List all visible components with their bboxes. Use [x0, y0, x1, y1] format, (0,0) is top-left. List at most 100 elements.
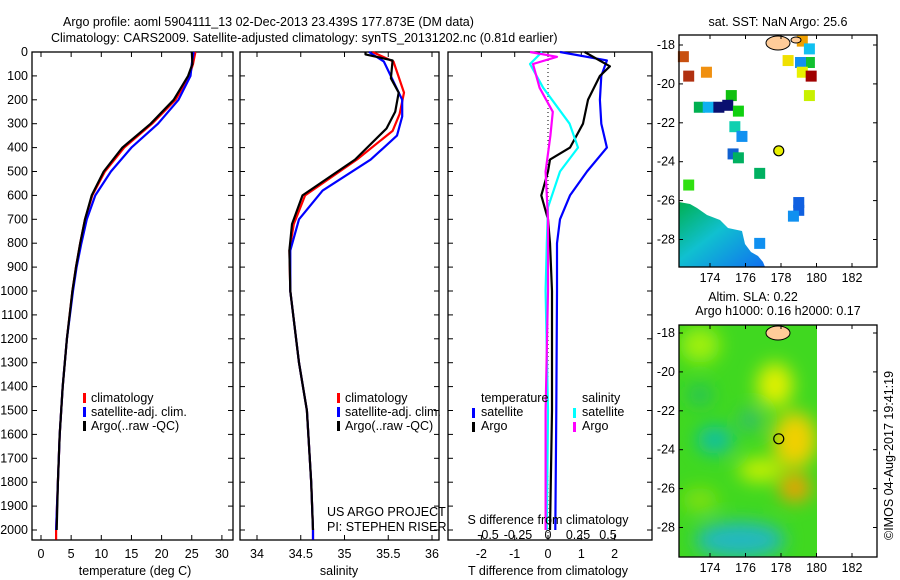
sst-map-frame	[678, 34, 878, 268]
depth-tick-label: 200	[7, 93, 28, 107]
legend-climatology: climatology	[345, 391, 408, 405]
x-tick-label: 34.5	[289, 547, 313, 561]
lon-tick-label: 182	[842, 561, 863, 575]
x-tick-label: 0	[545, 547, 552, 561]
x-tick-label: 35.5	[376, 547, 400, 561]
lat-tick-label: -26	[657, 194, 675, 208]
series-line-climatology	[54, 51, 197, 540]
depth-tick-label: 1800	[0, 475, 28, 489]
sst-cell	[693, 101, 705, 113]
s-tick-label: 0.25	[566, 528, 590, 542]
salinity-plot-frame	[239, 51, 440, 541]
s-tick-label: 0	[545, 528, 552, 542]
legend-temperature-title: temperature	[481, 391, 548, 405]
sst-cell	[754, 237, 766, 249]
depth-tick-label: 300	[7, 117, 28, 131]
x-tick-label: 15	[124, 547, 138, 561]
legend-swatch-argo	[337, 421, 340, 431]
series-line-temperature-satellite	[554, 50, 609, 531]
sst-cell	[700, 66, 712, 78]
legend-t-argo: Argo	[481, 419, 507, 433]
legend-t-satellite: satellite	[481, 405, 523, 419]
legend-swatch-s-argo	[573, 422, 576, 432]
sla-map-title: Altim. SLA: 0.22	[708, 290, 798, 304]
depth-tick-label: 900	[7, 260, 28, 274]
legend-swatch-t-satellite	[472, 408, 475, 418]
lat-tick-label: -26	[657, 482, 675, 496]
sst-cell	[787, 210, 799, 222]
depth-tick-label: 400	[7, 141, 28, 155]
temperature-profile-panel: 0 5 10 15 20 25 300100200300400500600700800900…	[0, 45, 234, 578]
sst-cell	[729, 121, 741, 133]
depth-tick-label: 1900	[0, 499, 28, 513]
depth-tick-label: 1300	[0, 356, 28, 370]
sst-cell	[702, 101, 714, 113]
sst-cell	[683, 70, 695, 82]
x-tick-label: 36	[425, 547, 439, 561]
sst-cell	[683, 179, 695, 191]
depth-tick-label: 800	[7, 236, 28, 250]
sst-cell	[796, 35, 808, 47]
salinity-profile-panel: 34 34.5 35 35.5 36 salinity US ARGO PROJECT …	[239, 50, 446, 578]
fiji-island	[765, 35, 791, 51]
series-line-salinity-satellite	[528, 51, 580, 531]
x-tick-label: 34	[250, 547, 264, 561]
sst-cell	[677, 51, 689, 63]
legend-swatch-s-satellite	[573, 408, 576, 418]
sst-cell	[722, 99, 734, 111]
difference-legend: temperature salinity satellite Argo sate…	[472, 391, 624, 433]
sst-cell	[782, 55, 794, 67]
lon-tick-label: 178	[771, 561, 792, 575]
sst-cell	[793, 197, 805, 209]
t-difference-axis-label: T difference from climatology	[468, 564, 629, 578]
sla-field	[679, 325, 877, 557]
series-line-salinity-argo	[529, 50, 559, 530]
sla-map-frame	[678, 324, 878, 558]
lon-tick-label: 178	[771, 271, 792, 285]
depth-tick-label: 1400	[0, 380, 28, 394]
legend-s-satellite: satellite	[582, 405, 624, 419]
depth-tick-label: 100	[7, 69, 28, 83]
x-tick-label: 1	[578, 547, 585, 561]
lat-tick-label: -18	[657, 38, 675, 52]
x-tick-label: 30	[215, 547, 229, 561]
lon-tick-label: 176	[735, 271, 756, 285]
legend-satellite: satellite-adj. clim.	[345, 405, 441, 419]
sst-map-title: sat. SST: NaN Argo: 25.6	[709, 15, 848, 29]
lat-tick-label: -18	[657, 326, 675, 340]
series-line-temperature-argo	[540, 51, 612, 531]
credit-label: ©IMOS 04-Aug-2017 19:41:19	[882, 371, 896, 540]
s-tick-label: -0.5	[477, 528, 499, 542]
difference-plot-frame	[447, 51, 653, 541]
x-tick-label: 2	[611, 547, 618, 561]
s-tick-label: -0.25	[504, 528, 533, 542]
sla-map-subtitle: Argo h1000: 0.16 h2000: 0.17	[695, 304, 860, 318]
series-line-climatology	[288, 50, 406, 540]
depth-tick-label: 1000	[0, 284, 28, 298]
sst-cell	[732, 105, 744, 117]
s-difference-axis-label: S difference from climatology	[468, 513, 630, 527]
legend-swatch-t-argo	[472, 422, 475, 432]
lon-tick-label: 174	[700, 271, 721, 285]
sst-cell	[805, 70, 817, 82]
legend-argo: Argo(..raw -QC)	[91, 419, 179, 433]
sst-cell	[713, 101, 725, 113]
sst-cell	[796, 66, 808, 78]
fiji-island	[765, 325, 791, 341]
difference-panel: -2 -1 0 1 2 -0.5 -0.25 0 0.25 0.5 S difference fr…	[447, 50, 653, 578]
salinity-axis-label: salinity	[320, 564, 359, 578]
sst-cell	[795, 57, 807, 69]
legend-argo: Argo(..raw -QC)	[345, 419, 433, 433]
series-line-satellite-adj-clim-	[55, 51, 195, 531]
series-line-argo-raw-qc-	[55, 51, 194, 531]
temperature-legend: climatology satellite-adj. clim. Argo(..…	[83, 391, 187, 433]
lon-tick-label: 180	[806, 271, 827, 285]
depth-tick-label: 1100	[1, 308, 28, 322]
sst-cell	[725, 90, 737, 102]
sla-map: Altim. SLA: 0.22 Argo h1000: 0.16 h2000:…	[657, 290, 878, 575]
argo-position-marker	[773, 433, 785, 445]
lat-tick-label: -24	[657, 155, 675, 169]
lat-tick-label: -28	[657, 233, 675, 247]
lat-tick-label: -22	[657, 404, 675, 418]
